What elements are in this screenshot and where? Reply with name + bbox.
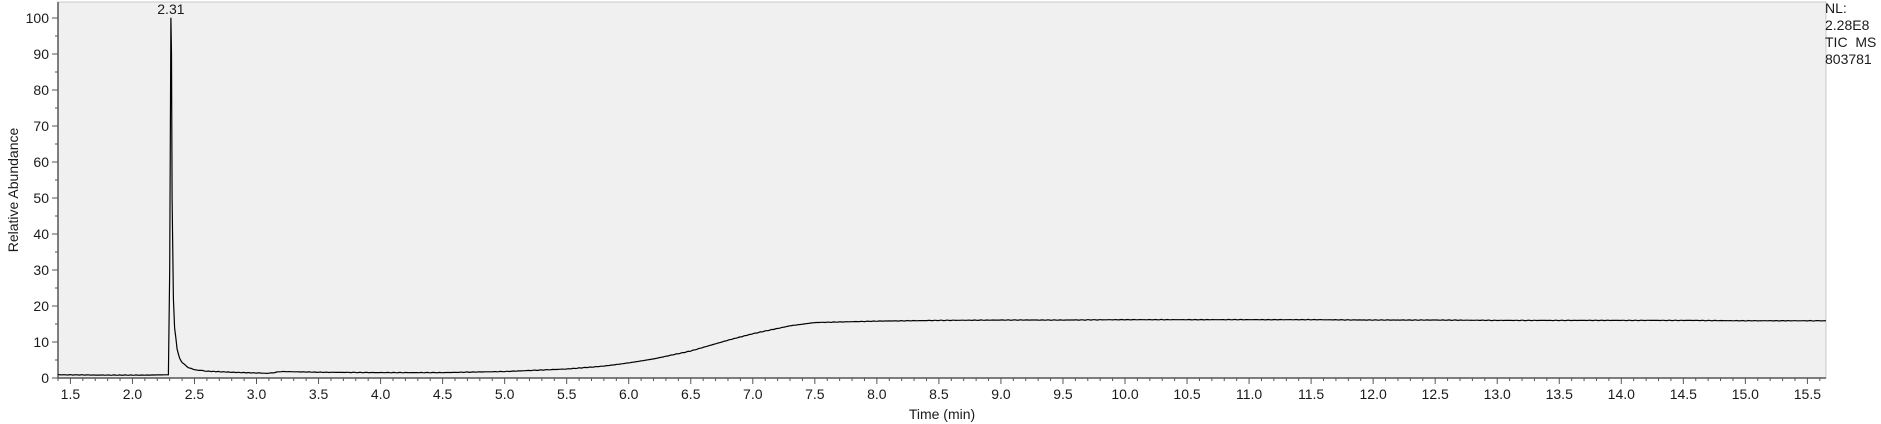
trace-info: NL: 2.28E8 TIC MS 803781: [1825, 0, 1876, 68]
x-tick-label: 6.0: [619, 386, 639, 402]
y-tick-label: 0: [41, 370, 49, 386]
y-axis-ticks: 0 10 20 30 40 50 60 70 80 90 100: [26, 10, 58, 386]
x-tick-label: 7.5: [805, 386, 825, 402]
plot-area: [57, 1, 1827, 379]
x-tick-label: 10.5: [1173, 386, 1200, 402]
peak-label: 2.31: [157, 1, 184, 17]
x-tick-label: 14.5: [1670, 386, 1697, 402]
nl-value: 2.28E8: [1825, 17, 1870, 33]
x-tick-label: 14.0: [1608, 386, 1635, 402]
y-tick-label: 20: [33, 298, 49, 314]
x-tick-label: 8.0: [867, 386, 887, 402]
nl-label: NL:: [1825, 0, 1847, 16]
x-tick-label: 2.5: [185, 386, 205, 402]
x-tick-label: 6.5: [681, 386, 701, 402]
x-tick-label: 4.0: [371, 386, 391, 402]
sample-id: 803781: [1825, 51, 1872, 67]
x-tick-label: 12.0: [1360, 386, 1387, 402]
x-tick-label: 13.5: [1546, 386, 1573, 402]
x-tick-label: 4.5: [433, 386, 453, 402]
x-tick-label: 5.0: [495, 386, 515, 402]
y-axis-title: Relative Abundance: [5, 128, 21, 253]
x-tick-label: 11.5: [1298, 386, 1324, 402]
x-tick-label: 15.0: [1732, 386, 1759, 402]
x-tick-label: 13.0: [1484, 386, 1511, 402]
x-tick-label: 2.0: [123, 386, 143, 402]
y-tick-label: 70: [33, 118, 49, 134]
x-tick-label: 1.5: [61, 386, 81, 402]
x-tick-label: 5.5: [557, 386, 577, 402]
x-tick-label: 12.5: [1422, 386, 1449, 402]
tic-trace: [58, 17, 1827, 377]
y-tick-label: 30: [33, 262, 49, 278]
x-tick-label: 3.0: [247, 386, 267, 402]
y-tick-label: 40: [33, 226, 49, 242]
x-tick-label: 10.0: [1111, 386, 1138, 402]
y-tick-label: 60: [33, 154, 49, 170]
x-tick-label: 11.0: [1236, 386, 1262, 402]
x-tick-label: 8.5: [929, 386, 949, 402]
x-tick-label: 9.0: [991, 386, 1011, 402]
x-tick-label: 3.5: [309, 386, 329, 402]
y-tick-label: 50: [33, 190, 49, 206]
y-tick-label: 90: [33, 46, 49, 62]
x-axis-title: Time (min): [909, 406, 975, 422]
y-tick-label: 10: [33, 334, 49, 350]
y-tick-label: 100: [26, 10, 50, 26]
peak-annotations: 2.31: [157, 1, 184, 17]
x-axis-ticks: 1.5 2.0 2.5 3.0 3.5 4.0 4.5 5.0 5.5 6.0 6.5 7.0 7.5 8…: [57, 378, 1821, 402]
y-tick-label: 80: [33, 82, 49, 98]
scan-filter: TIC MS: [1825, 34, 1877, 50]
x-tick-label: 7.0: [743, 386, 763, 402]
x-tick-label: 15.5: [1794, 386, 1821, 402]
x-tick-label: 9.5: [1053, 386, 1073, 402]
